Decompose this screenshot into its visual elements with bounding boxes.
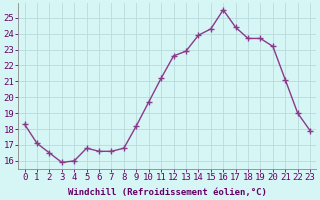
X-axis label: Windchill (Refroidissement éolien,°C): Windchill (Refroidissement éolien,°C) [68,188,267,197]
